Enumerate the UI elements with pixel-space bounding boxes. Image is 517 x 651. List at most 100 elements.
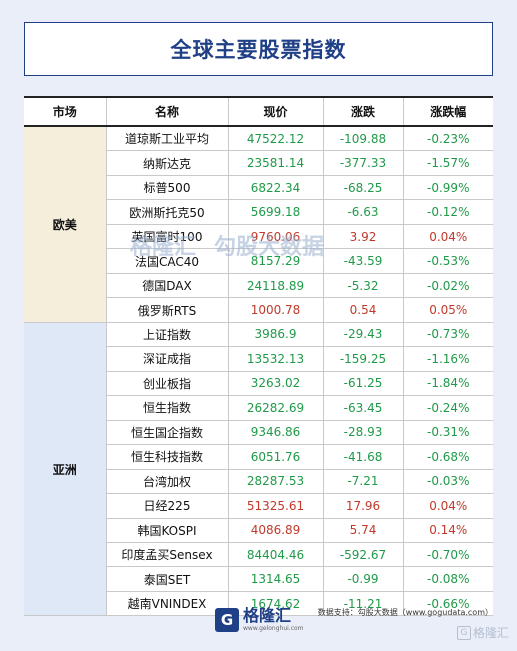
- price-cell: 28287.53: [228, 469, 324, 495]
- name-cell: 恒生科技指数: [106, 444, 229, 470]
- change-cell: 0.54: [323, 297, 404, 323]
- name-cell: 恒生指数: [106, 395, 229, 421]
- table-row: 恒生科技指数 6051.76 -41.68 -0.68%: [24, 444, 493, 470]
- name-cell: 标普500: [106, 175, 229, 201]
- change-cell: 5.74: [323, 518, 404, 543]
- table-row: 德国DAX 24118.89 -5.32 -0.02%: [24, 273, 493, 299]
- table-row: 深证成指 13532.13 -159.25 -1.16%: [24, 346, 493, 372]
- table-row: 俄罗斯RTS 1000.78 0.54 0.05%: [24, 297, 493, 323]
- name-cell: 恒生国企指数: [106, 420, 229, 446]
- table-row: 恒生指数 26282.69 -63.45 -0.24%: [24, 395, 493, 421]
- price-cell: 1000.78: [228, 297, 324, 323]
- table-row: 亚洲 上证指数 3986.9 -29.43 -0.73%: [24, 322, 493, 617]
- price-cell: 3263.02: [228, 371, 324, 397]
- pct-cell: -0.73%: [403, 322, 493, 348]
- change-cell: -28.93: [323, 420, 404, 446]
- name-cell: 印度孟买Sensex: [106, 542, 229, 568]
- table-row: 恒生国企指数 9346.86 -28.93 -0.31%: [24, 420, 493, 446]
- pct-cell: -0.12%: [403, 199, 493, 225]
- pct-cell: 0.04%: [403, 493, 493, 519]
- price-cell: 3986.9: [228, 322, 324, 348]
- change-cell: -5.32: [323, 273, 404, 299]
- price-cell: 51325.61: [228, 493, 324, 519]
- pct-cell: 0.05%: [403, 297, 493, 323]
- pct-cell: -0.99%: [403, 175, 493, 201]
- name-cell: 泰国SET: [106, 566, 229, 592]
- table-header-row: 市场 名称 现价 涨跌 涨跌幅: [24, 96, 493, 127]
- pct-cell: -0.23%: [403, 126, 493, 152]
- header-pct: 涨跌幅: [403, 96, 493, 127]
- logo-url: www.gelonghui.com: [243, 625, 304, 632]
- change-cell: -109.88: [323, 126, 404, 152]
- footer-logo: G 格隆汇 www.gelonghui.com: [215, 608, 304, 632]
- price-cell: 47522.12: [228, 126, 324, 152]
- index-table: 市场 名称 现价 涨跌 涨跌幅 欧美 道琼斯工业平均 47522.12 -109.88…: [24, 96, 493, 617]
- region-cell: 欧美: [24, 126, 107, 323]
- pct-cell: -0.03%: [403, 469, 493, 495]
- change-cell: 17.96: [323, 493, 404, 519]
- price-cell: 23581.14: [228, 150, 324, 176]
- price-cell: 9346.86: [228, 420, 324, 446]
- pct-cell: -0.31%: [403, 420, 493, 446]
- name-cell: 道琼斯工业平均: [106, 126, 229, 152]
- pct-cell: 0.14%: [403, 518, 493, 543]
- pct-cell: 0.04%: [403, 224, 493, 250]
- change-cell: -11.21: [323, 591, 404, 617]
- pct-cell: -0.68%: [403, 444, 493, 470]
- region-cell: 亚洲: [24, 322, 107, 617]
- name-cell: 台湾加权: [106, 469, 229, 495]
- table-row: 欧洲斯托克50 5699.18 -6.63 -0.12%: [24, 199, 493, 225]
- price-cell: 13532.13: [228, 346, 324, 372]
- index-table-container: 市场 名称 现价 涨跌 涨跌幅 欧美 道琼斯工业平均 47522.12 -109.88…: [24, 96, 493, 617]
- table-row: 法国CAC40 8157.29 -43.59 -0.53%: [24, 248, 493, 274]
- price-cell: 6051.76: [228, 444, 324, 470]
- name-cell: 纳斯达克: [106, 150, 229, 176]
- data-source: 数据支持：勾股大数据（www.gogudata.com）: [317, 608, 493, 617]
- table-row: 日经225 51325.61 17.96 0.04%: [24, 493, 493, 519]
- change-cell: -63.45: [323, 395, 404, 421]
- price-cell: 24118.89: [228, 273, 324, 299]
- name-cell: 日经225: [106, 493, 229, 519]
- change-cell: -7.21: [323, 469, 404, 495]
- page-title: 全球主要股票指数: [24, 22, 493, 76]
- name-cell: 俄罗斯RTS: [106, 297, 229, 323]
- price-cell: 6822.34: [228, 175, 324, 201]
- pct-cell: -0.70%: [403, 542, 493, 568]
- header-price: 现价: [228, 96, 324, 127]
- change-cell: -592.67: [323, 542, 404, 568]
- change-cell: -43.59: [323, 248, 404, 274]
- corner-watermark: G 格隆汇: [456, 624, 509, 641]
- price-cell: 26282.69: [228, 395, 324, 421]
- pct-cell: -0.02%: [403, 273, 493, 299]
- pct-cell: -1.84%: [403, 371, 493, 397]
- price-cell: 84404.46: [228, 542, 324, 568]
- table-row: 台湾加权 28287.53 -7.21 -0.03%: [24, 469, 493, 495]
- table-row: 纳斯达克 23581.14 -377.33 -1.57%: [24, 150, 493, 176]
- logo-name: 格隆汇: [243, 606, 292, 625]
- change-cell: -61.25: [323, 371, 404, 397]
- price-cell: 4086.89: [228, 518, 324, 543]
- name-cell: 越南VNINDEX: [106, 591, 229, 617]
- name-cell: 欧洲斯托克50: [106, 199, 229, 225]
- name-cell: 英国富时100: [106, 224, 229, 250]
- corner-logo-icon: G: [456, 625, 471, 640]
- name-cell: 德国DAX: [106, 273, 229, 299]
- change-cell: 3.92: [323, 224, 404, 250]
- change-cell: -0.99: [323, 566, 404, 592]
- change-cell: -68.25: [323, 175, 404, 201]
- change-cell: -41.68: [323, 444, 404, 470]
- pct-cell: -0.66%: [403, 591, 493, 617]
- table-row: 创业板指 3263.02 -61.25 -1.84%: [24, 371, 493, 397]
- pct-cell: -0.08%: [403, 566, 493, 592]
- header-change: 涨跌: [323, 96, 404, 127]
- name-cell: 深证成指: [106, 346, 229, 372]
- corner-brand: 格隆汇: [472, 626, 509, 640]
- change-cell: -6.63: [323, 199, 404, 225]
- table-row: 泰国SET 1314.65 -0.99 -0.08%: [24, 566, 493, 592]
- table-row: 韩国KOSPI 4086.89 5.74 0.14%: [24, 518, 493, 543]
- price-cell: 9760.06: [228, 224, 324, 250]
- table-body: 欧美 道琼斯工业平均 47522.12 -109.88 -0.23% 纳斯达克 23581.…: [24, 126, 493, 617]
- name-cell: 法国CAC40: [106, 248, 229, 274]
- name-cell: 上证指数: [106, 322, 229, 348]
- table-row: 标普500 6822.34 -68.25 -0.99%: [24, 175, 493, 201]
